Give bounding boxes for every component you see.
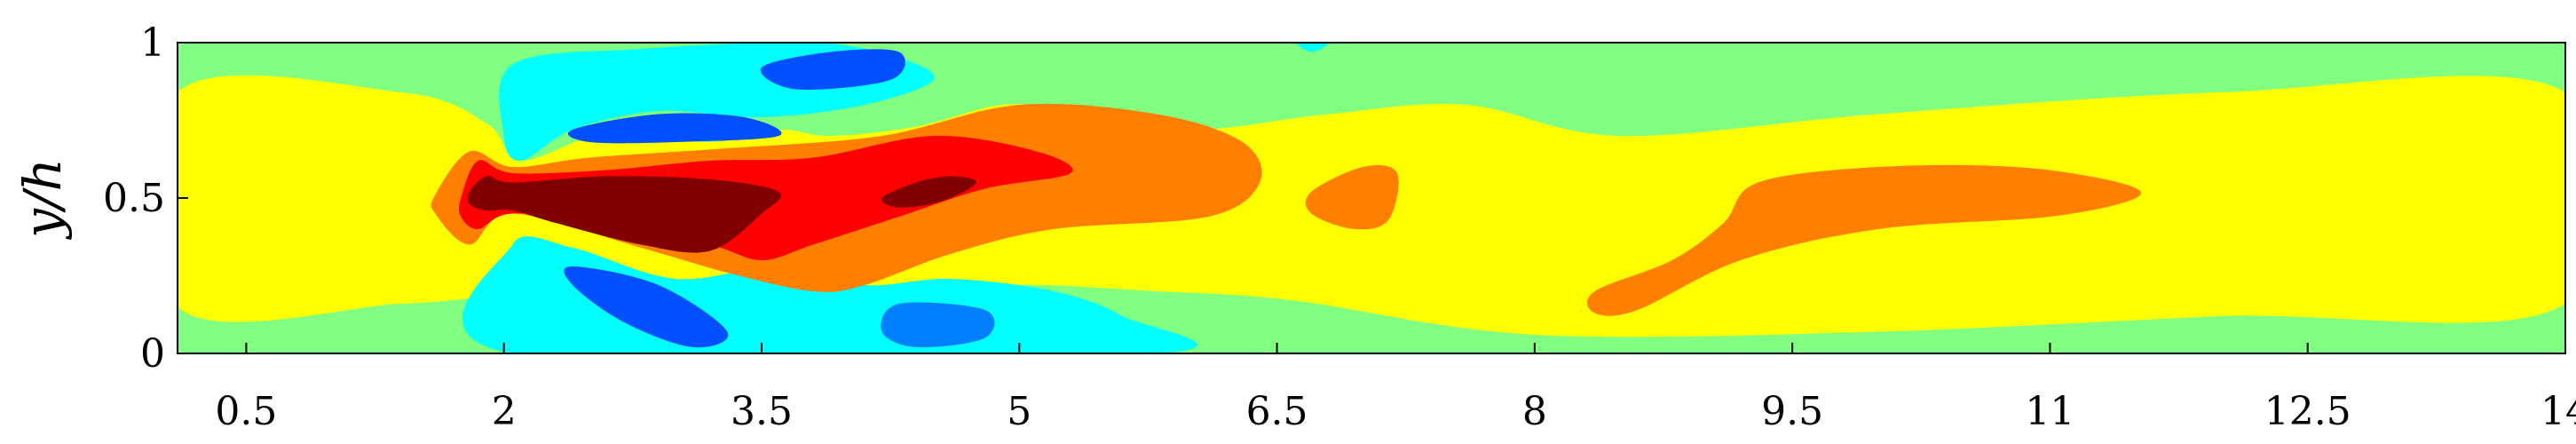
y-axis: 00.51: [103, 20, 188, 377]
contour-region-level_3-3: [1297, 43, 1329, 52]
y-tick-label: 1: [140, 20, 165, 66]
contour-region-level_2-7: [881, 302, 995, 348]
x-tick-label: 9.5: [1761, 389, 1823, 434]
x-tick-label: 14: [2540, 389, 2576, 434]
x-tick-label: 5: [1007, 389, 1031, 434]
x-tick-label: 6.5: [1246, 389, 1308, 434]
contour-region-level_1-4: [760, 49, 905, 91]
contour-region-level_6-9: [1586, 164, 2141, 316]
x-tick-label: 2: [492, 389, 517, 434]
y-axis-label: y/h: [12, 158, 73, 241]
contour-regions: [178, 43, 2565, 353]
contour-region-level_6-10: [1305, 165, 1399, 230]
y-tick-label: 0.5: [103, 176, 165, 221]
contour-region-level_8-12: [467, 176, 782, 253]
x-tick-label: 8: [1522, 389, 1547, 434]
contour-region-level_1-5: [567, 113, 782, 144]
y-tick-label: 0: [140, 331, 165, 377]
x-tick-label: 3.5: [731, 389, 793, 434]
x-axis: 0.5 2 3.5 5 6.5 8 9.5 11 12.5 14: [215, 343, 2576, 434]
x-tick-label: 11: [2025, 389, 2074, 434]
x-tick-label: 12.5: [2264, 389, 2351, 434]
contour-region-level_8-13: [881, 176, 976, 208]
x-tick-label: 0.5: [215, 389, 277, 434]
contour-region-level_1-6: [564, 266, 729, 348]
